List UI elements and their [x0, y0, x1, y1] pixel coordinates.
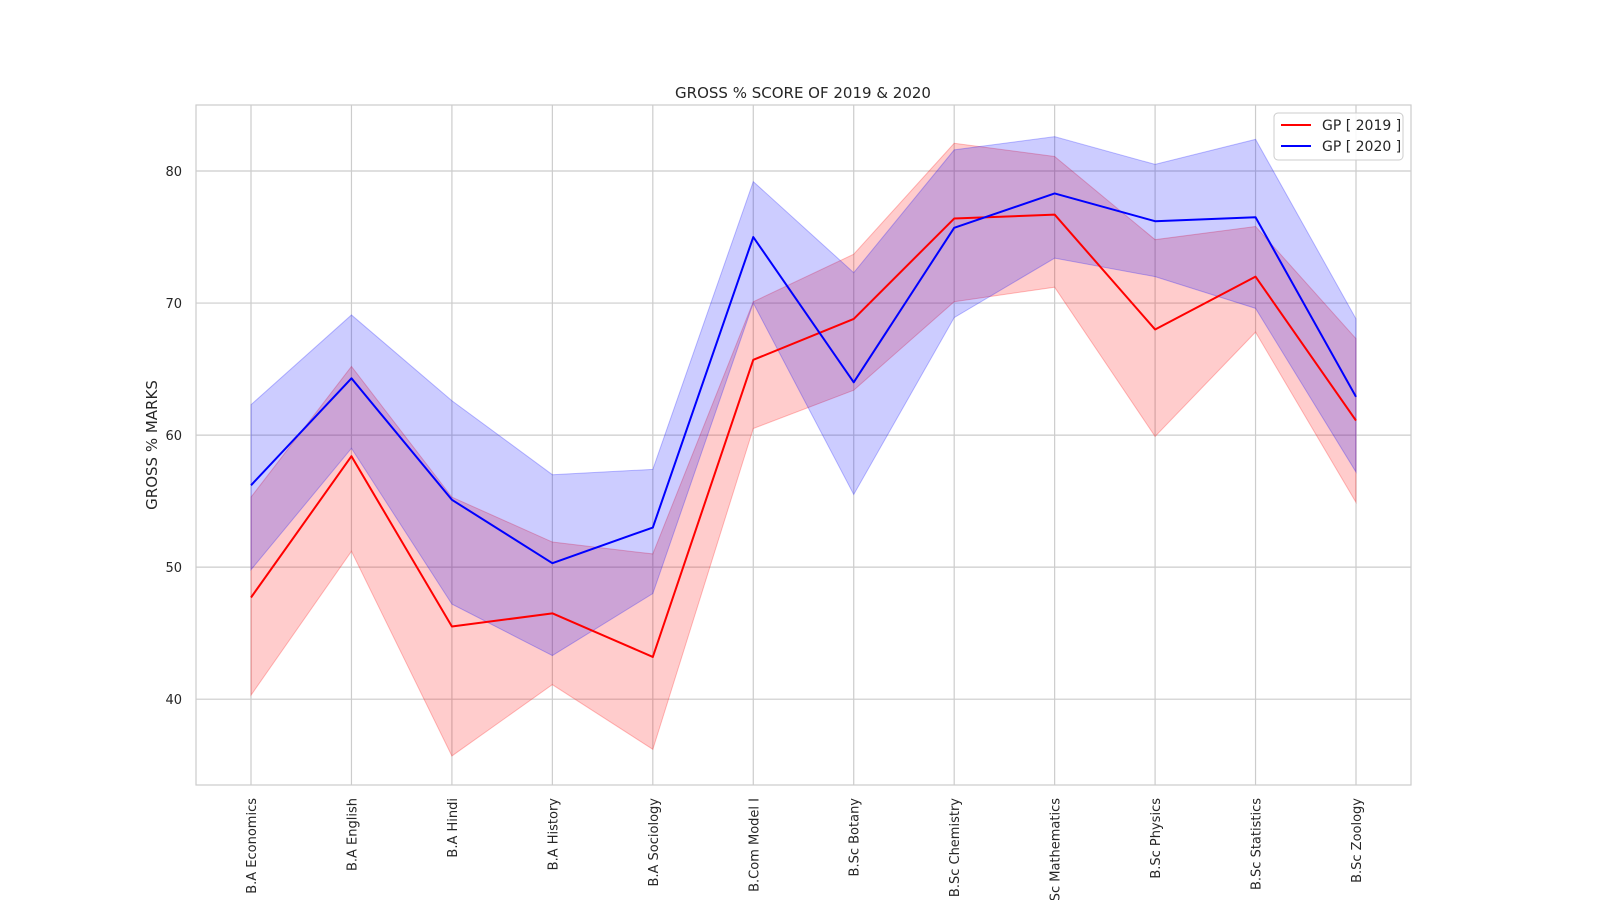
legend-label: GP [ 2019 ] — [1322, 118, 1401, 134]
y-axis-label: GROSS % MARKS — [143, 380, 161, 510]
x-tick-label: B.A English — [345, 798, 360, 871]
y-tick-label: 60 — [165, 429, 182, 444]
x-tick-label: B.Sc Mathematics — [1049, 798, 1064, 900]
legend-label: GP [ 2020 ] — [1322, 139, 1401, 155]
plot-frame — [195, 104, 1412, 786]
x-tick-label: B.Sc Botany — [848, 798, 863, 877]
x-tick-label: B.A Economics — [245, 798, 260, 894]
confidence-bands — [250, 136, 1357, 757]
confidence-band-1 — [250, 136, 1357, 657]
y-tick-label: 40 — [165, 693, 182, 708]
x-tick-label: B.Sc Physics — [1149, 798, 1164, 879]
x-tick-label: B.Sc Zoology — [1350, 798, 1365, 883]
x-tick-label: B.Com Model I — [747, 798, 762, 892]
series-line-1 — [250, 192, 1357, 565]
series-lines — [250, 192, 1357, 658]
y-tick-label: 80 — [165, 165, 182, 180]
chart-title: GROSS % SCORE OF 2019 & 2020 — [675, 84, 931, 102]
y-tick-label: 50 — [165, 561, 182, 576]
y-tick-label: 70 — [165, 297, 182, 312]
grid — [196, 105, 1411, 785]
x-tick-label: B.A Hindi — [446, 798, 461, 858]
x-tick-label: B.Sc Chemistry — [948, 798, 963, 897]
x-tick-label: B.A Sociology — [647, 798, 662, 887]
x-tick-label: B.A History — [546, 798, 561, 871]
y-axis-ticks: 40 50 60 70 80 — [165, 165, 182, 708]
x-tick-label: B.Sc Statistics — [1250, 798, 1265, 890]
confidence-band-0 — [250, 142, 1357, 757]
x-axis-ticks: B.A Economics B.A English B.A Hindi B.A His… — [245, 798, 1365, 900]
legend: GP [ 2019 ] GP [ 2020 ] — [1273, 112, 1404, 161]
series-line-0 — [250, 213, 1357, 658]
